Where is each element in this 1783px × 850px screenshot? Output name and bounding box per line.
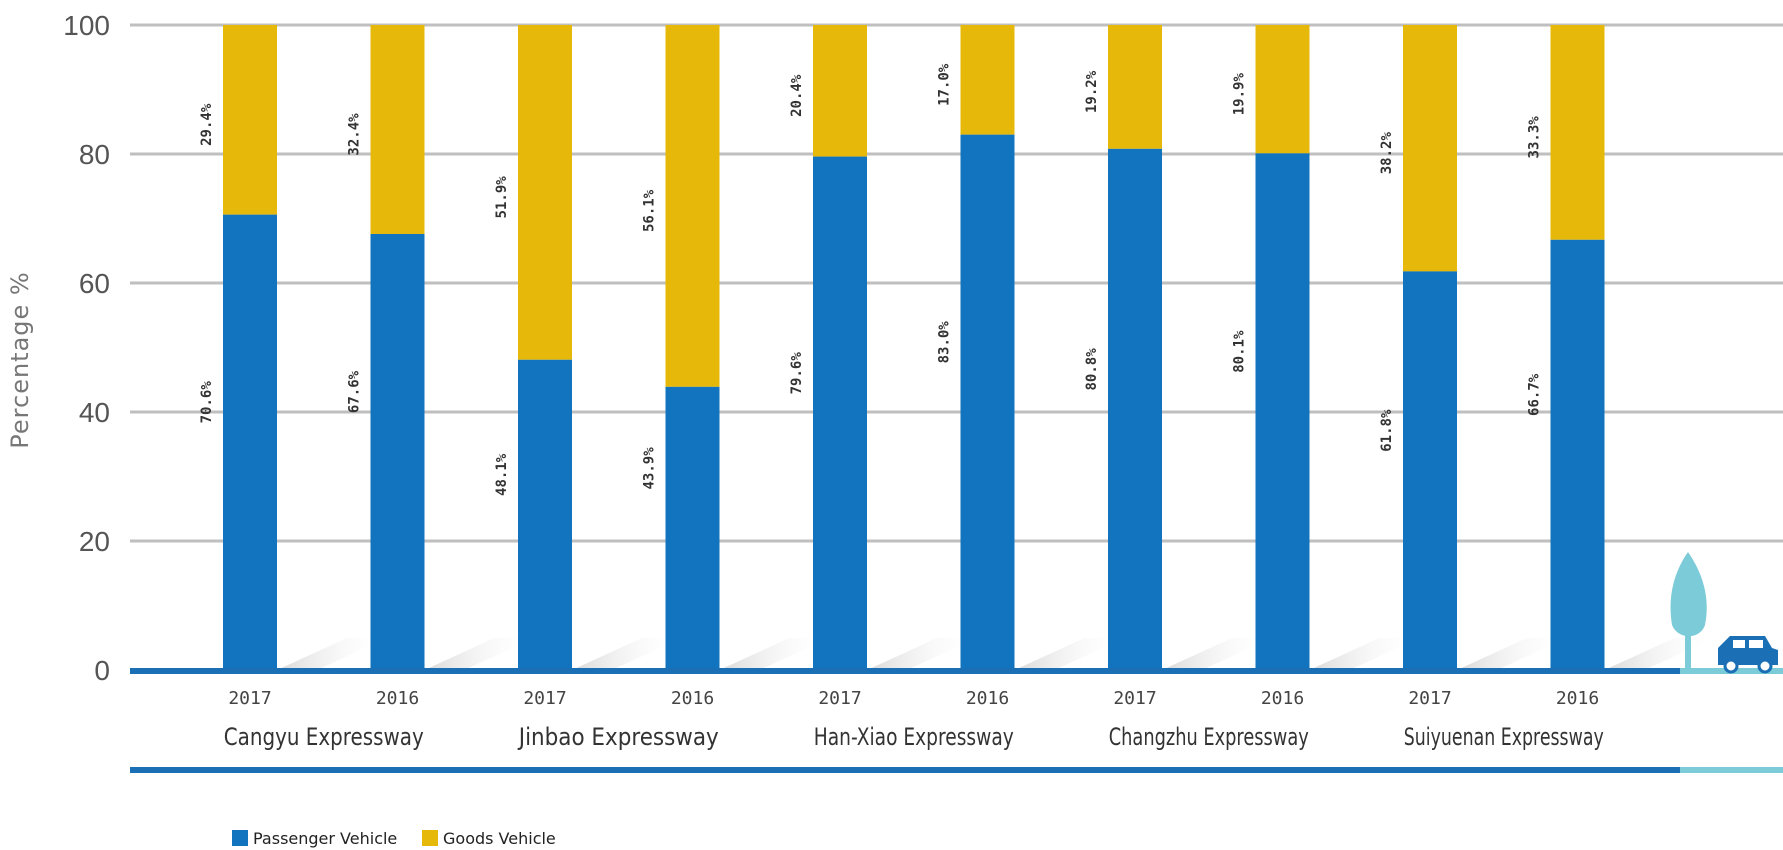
bar-passenger-vehicle [1108, 148, 1162, 671]
legend-label: Passenger Vehicle [253, 829, 397, 848]
goods-value-label: 19.9% [1232, 73, 1248, 116]
passenger-value-label: 48.1% [494, 453, 510, 496]
passenger-value-label: 43.9% [642, 447, 658, 490]
x-year-label: 2016 [1556, 688, 1599, 709]
passenger-value-label: 70.6% [199, 381, 215, 424]
y-tick-labels: 0 20 40 60 80 100 [63, 10, 110, 686]
bar-goods-vehicle [370, 25, 425, 234]
car-wheel [1757, 658, 1773, 674]
car-wheel [1723, 658, 1739, 674]
bar-shadow [867, 638, 977, 670]
tree-crown [1670, 552, 1707, 637]
y-tick-label: 40 [79, 397, 110, 428]
bar-shadow [1309, 638, 1420, 670]
goods-value-label: 38.2% [1379, 132, 1395, 175]
goods-value-label: 20.4% [789, 74, 805, 117]
passenger-value-label: 83.0% [937, 321, 953, 364]
goods-value-label: 32.4% [347, 113, 363, 156]
bar-passenger-vehicle [813, 156, 867, 670]
expressway-group-label: Cangyu Expressway [224, 723, 424, 751]
car-icon [1718, 636, 1778, 674]
bar-goods-vehicle [665, 25, 720, 387]
footer-line [130, 767, 1680, 773]
y-tick-label: 0 [94, 655, 110, 686]
legend-label: Goods Vehicle [443, 829, 556, 848]
x-axis-baseline [130, 668, 1783, 773]
expressway-group-label: Han-Xiao Expressway [814, 723, 1014, 751]
bar-shadow [1604, 638, 1715, 670]
passenger-value-label: 80.1% [1232, 330, 1248, 373]
footer-line-light [1680, 767, 1783, 773]
goods-value-label: 33.3% [1527, 116, 1543, 159]
passenger-value-label: 79.6% [789, 352, 805, 395]
bar-shadow [1014, 638, 1125, 670]
goods-value-label: 19.2% [1084, 70, 1100, 113]
y-axis-label: Percentage % [6, 271, 34, 448]
bar-goods-vehicle [1550, 25, 1605, 240]
legend: Passenger Vehicle Goods Vehicle [232, 829, 556, 848]
passenger-value-label: 67.6% [347, 370, 363, 413]
x-year-label: 2016 [966, 688, 1009, 709]
legend-swatch [422, 830, 438, 846]
bar-shadow [719, 638, 830, 670]
bar-goods-vehicle [1255, 25, 1310, 154]
bar-shadow [572, 638, 682, 670]
x-year-label: 2017 [228, 688, 271, 709]
expressway-group-label: Suiyuenan Expressway [1404, 723, 1604, 751]
y-tick-label: 80 [79, 139, 110, 170]
y-tick-label: 100 [63, 10, 110, 41]
goods-value-label: 51.9% [494, 176, 510, 219]
bar-goods-vehicle [518, 25, 572, 360]
goods-value-label: 17.0% [937, 63, 953, 106]
bar-goods-vehicle [813, 25, 867, 157]
expressway-group-label: Changzhu Expressway [1109, 723, 1309, 751]
bar-passenger-vehicle [1403, 271, 1457, 670]
y-tick-label: 20 [79, 526, 110, 557]
bar-shadow [277, 638, 387, 670]
x-year-label: 2016 [671, 688, 714, 709]
tree-icon [1670, 552, 1707, 670]
x-year-label: 2017 [818, 688, 861, 709]
expressway-group-label: Jinbao Expressway [517, 723, 719, 751]
x-year-label: 2016 [1261, 688, 1304, 709]
bar-passenger-vehicle [1550, 239, 1605, 670]
goods-value-label: 29.4% [199, 103, 215, 146]
x-year-label: 2017 [1408, 688, 1451, 709]
bar-passenger-vehicle [518, 359, 572, 670]
car-window [1733, 640, 1745, 648]
value-labels: 70.6% 29.4% 67.6% 32.4% 48.1% 51.9% 43.9% 56.1%… [199, 63, 1543, 496]
bar-goods-vehicle [1108, 25, 1162, 149]
legend-swatch [232, 830, 248, 846]
bar-shadows [277, 638, 1715, 670]
bar-passenger-vehicle [960, 134, 1015, 670]
bars [223, 25, 1605, 671]
axis-line [130, 668, 1680, 674]
x-year-label: 2017 [1113, 688, 1156, 709]
bar-shadow [1457, 638, 1567, 670]
bar-goods-vehicle [1403, 25, 1457, 272]
bar-passenger-vehicle [223, 214, 277, 670]
bar-goods-vehicle [960, 25, 1015, 135]
bar-shadow [1162, 638, 1272, 670]
passenger-value-label: 61.8% [1379, 409, 1395, 452]
bar-passenger-vehicle [665, 386, 720, 670]
x-year-label: 2017 [523, 688, 566, 709]
tree-trunk [1685, 620, 1691, 670]
x-year-label: 2016 [376, 688, 419, 709]
decoration [1670, 552, 1778, 674]
bar-shadow [424, 638, 535, 670]
y-tick-label: 60 [79, 268, 110, 299]
car-window [1749, 640, 1763, 648]
bar-passenger-vehicle [1255, 153, 1310, 671]
bar-goods-vehicle [223, 25, 277, 215]
x-axis-labels: 2017 2016 Cangyu Expressway 2017 2016 Jinbao … [224, 688, 1604, 751]
passenger-value-label: 80.8% [1084, 348, 1100, 391]
goods-value-label: 56.1% [642, 189, 658, 232]
bar-passenger-vehicle [370, 233, 425, 671]
passenger-value-label: 66.7% [1527, 373, 1543, 416]
